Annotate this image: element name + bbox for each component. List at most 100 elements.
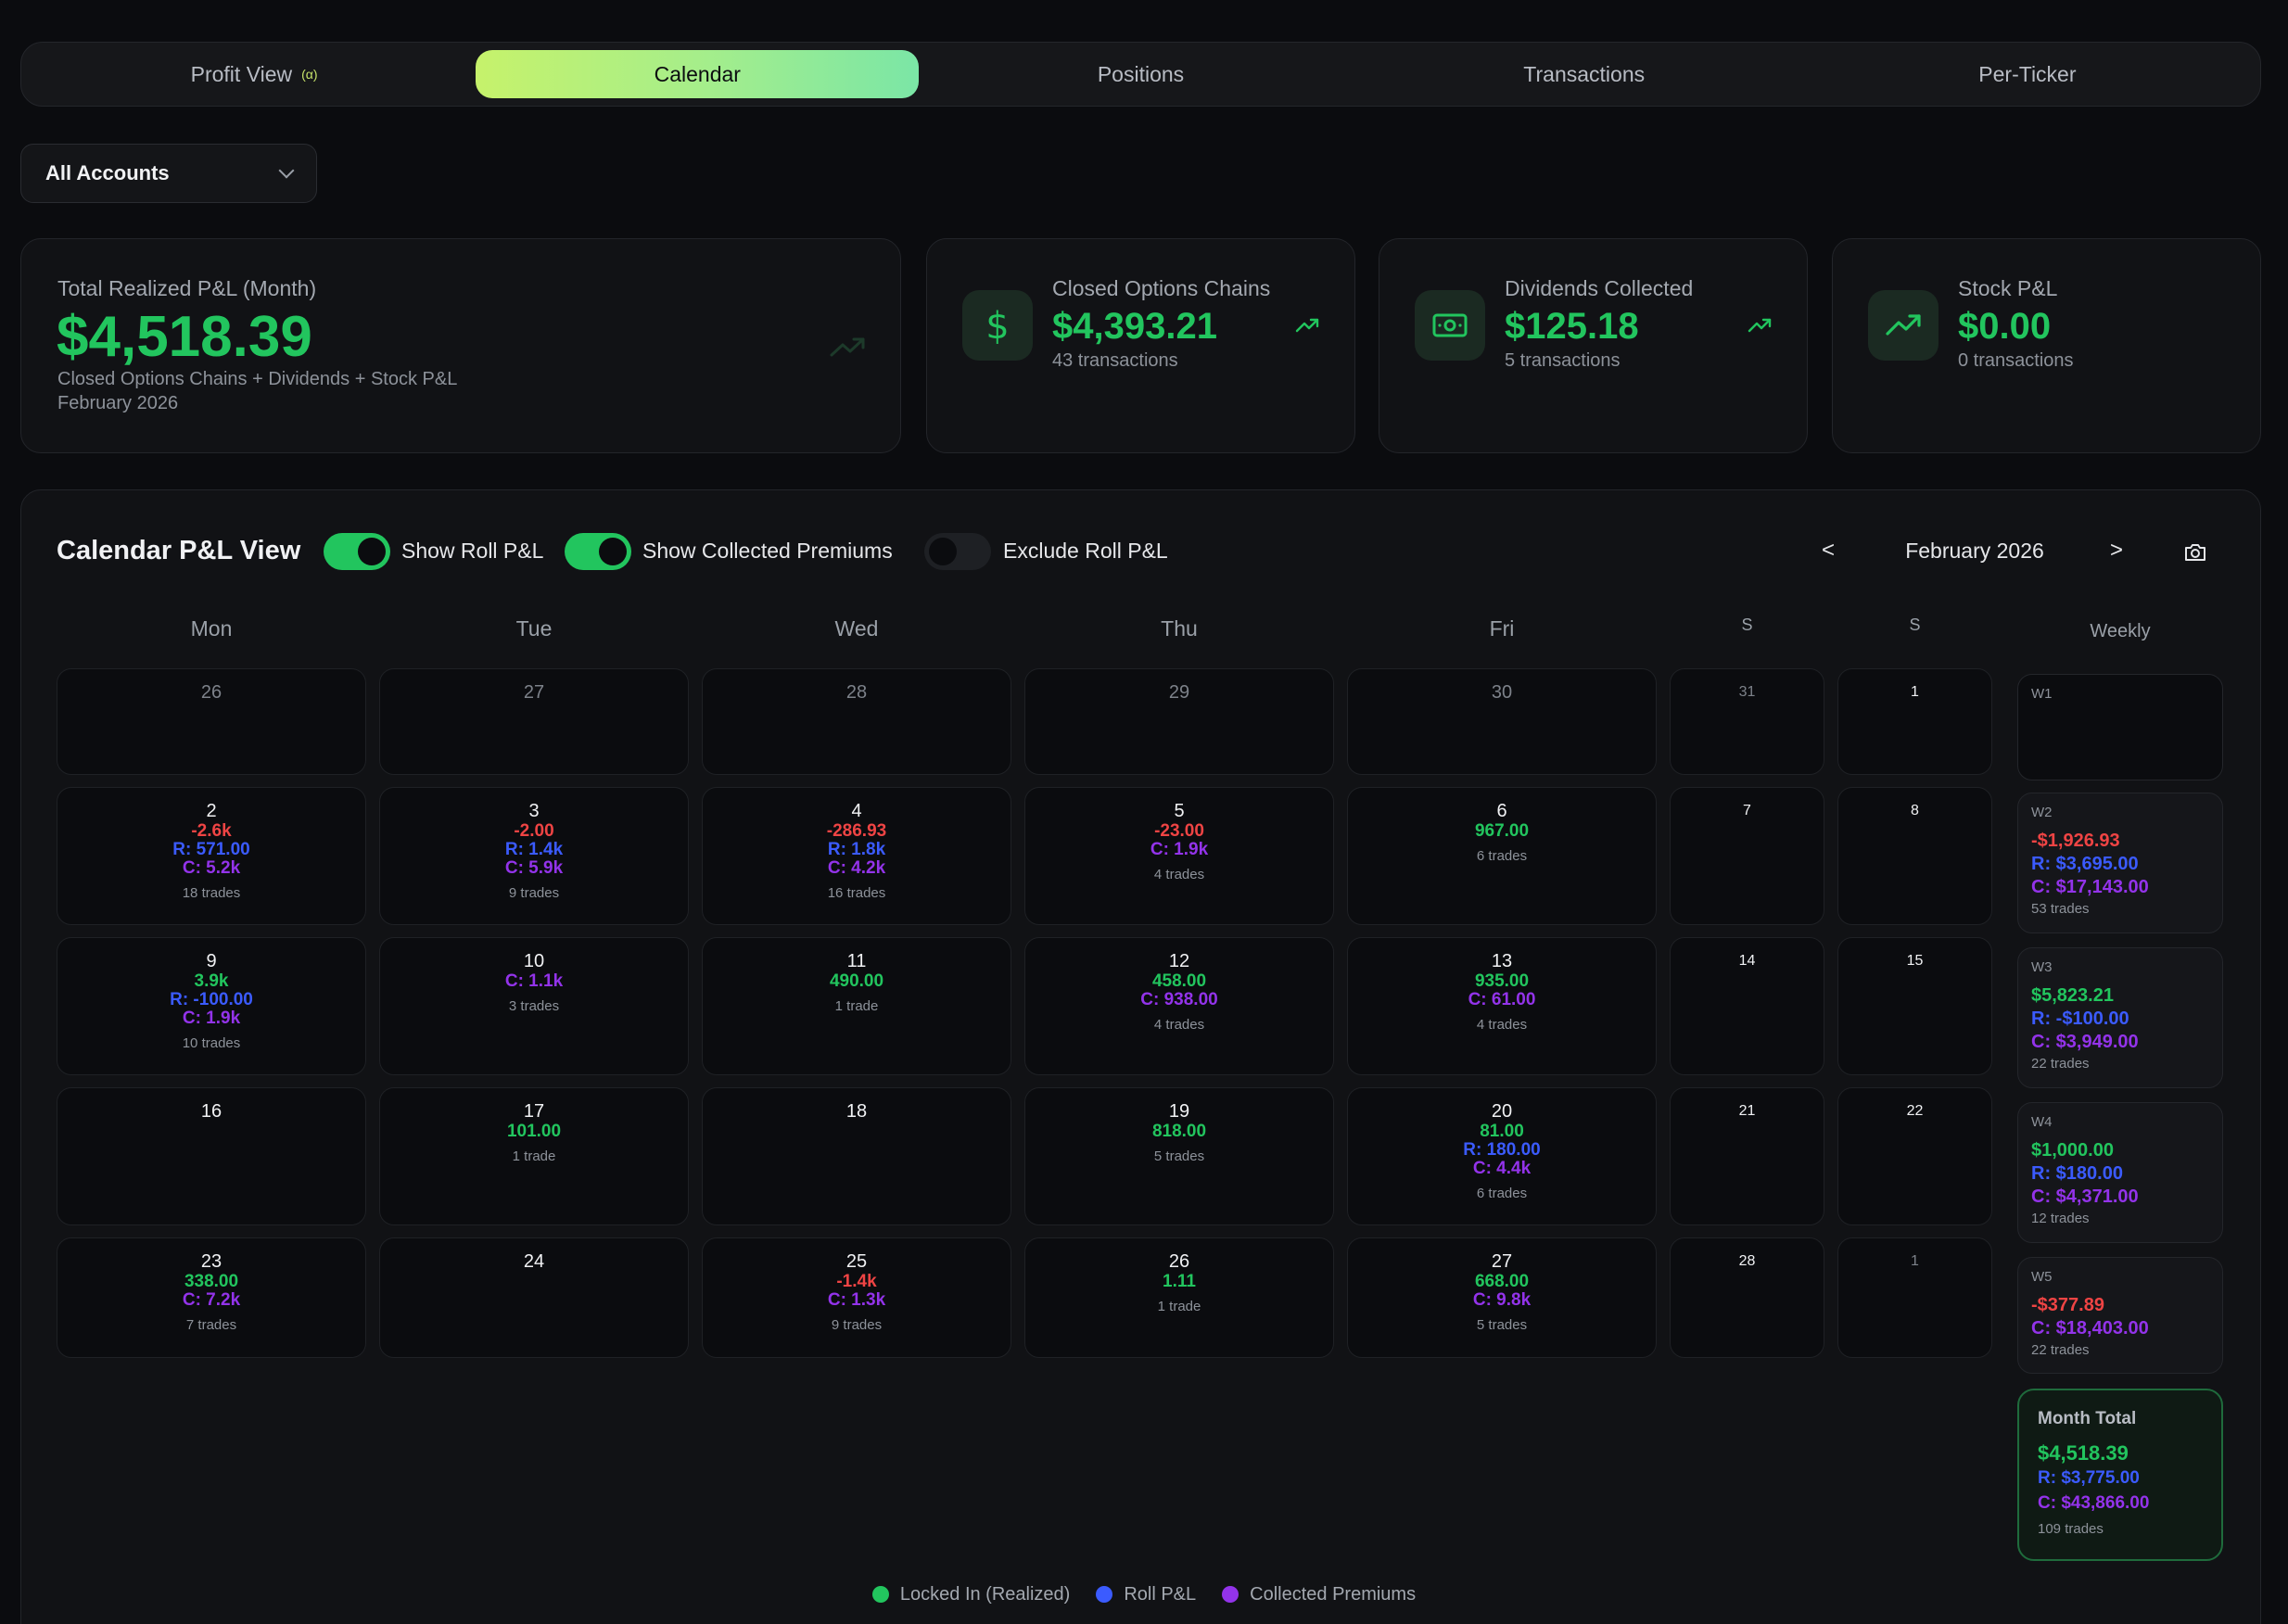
- day-cell[interactable]: 27: [379, 668, 689, 775]
- day-cell[interactable]: 9 3.9k R: -100.00 C: 1.9k 10 trades: [57, 937, 366, 1075]
- day-number: 1: [1911, 684, 1919, 700]
- day-number: 29: [1168, 682, 1190, 703]
- day-cell[interactable]: 5 -23.00 C: 1.9k 4 trades: [1024, 787, 1334, 925]
- day-cell[interactable]: 3 -2.00 R: 1.4k C: 5.9k 9 trades: [379, 787, 689, 925]
- show-roll-label: Show Roll P&L: [401, 539, 544, 563]
- day-value: R: 571.00: [172, 840, 250, 859]
- chevron-down-icon: [278, 162, 295, 179]
- dividends-sub: 5 transactions: [1505, 350, 1621, 371]
- dow-mon: Mon: [190, 616, 233, 641]
- day-cell[interactable]: 26 1.11 1 trade: [1024, 1237, 1334, 1358]
- day-cell[interactable]: 26: [57, 668, 366, 775]
- day-cell[interactable]: 1: [1837, 1237, 1992, 1358]
- day-value: C: 938.00: [1140, 990, 1218, 1009]
- day-value: C: 1.1k: [504, 971, 564, 991]
- day-cell[interactable]: 24: [379, 1237, 689, 1358]
- trending-up-icon: [1748, 318, 1772, 333]
- tab-profit-view[interactable]: Profit View (α): [32, 50, 476, 98]
- svg-text:$: $: [985, 305, 1009, 346]
- day-cell[interactable]: 4 -286.93 R: 1.8k C: 4.2k 16 trades: [702, 787, 1011, 925]
- day-trade-count: 4 trades: [1153, 1017, 1205, 1033]
- day-cell[interactable]: 16: [57, 1087, 366, 1225]
- day-cell[interactable]: 6 967.00 6 trades: [1347, 787, 1657, 925]
- weekly-label: W4: [2031, 1114, 2053, 1130]
- day-number: 26: [200, 682, 222, 703]
- weekly-value: R: -$100.00: [2031, 1009, 2129, 1029]
- day-cell[interactable]: 10 C: 1.1k 3 trades: [379, 937, 689, 1075]
- day-value: C: 7.2k: [182, 1290, 241, 1310]
- day-value: C: 61.00: [1468, 990, 1536, 1009]
- day-cell[interactable]: 21: [1670, 1087, 1824, 1225]
- day-cell[interactable]: 18: [702, 1087, 1011, 1225]
- day-cell[interactable]: 31: [1670, 668, 1824, 775]
- day-value: C: 4.4k: [1472, 1159, 1532, 1178]
- dow-weekly: Weekly: [2090, 621, 2151, 641]
- day-number: 17: [523, 1101, 545, 1122]
- show-premiums-toggle[interactable]: [565, 533, 631, 570]
- legend-realized: Locked In (Realized): [871, 1584, 1070, 1605]
- weekly-label: W2: [2031, 805, 2053, 820]
- day-cell[interactable]: 13 935.00 C: 61.00 4 trades: [1347, 937, 1657, 1075]
- total-realized-card: Total Realized P&L (Month) $4,518.39 Clo…: [20, 238, 901, 453]
- day-cell[interactable]: 14: [1670, 937, 1824, 1075]
- calendar-legend: Locked In (Realized) Roll P&L Collected …: [0, 1584, 2288, 1605]
- day-value: -286.93: [826, 821, 887, 841]
- tab-per-ticker[interactable]: Per-Ticker: [1978, 61, 2077, 86]
- show-roll-toggle[interactable]: [324, 533, 390, 570]
- day-trade-count: 7 trades: [185, 1317, 237, 1333]
- day-cell[interactable]: 20 81.00 R: 180.00 C: 4.4k 6 trades: [1347, 1087, 1657, 1225]
- tab-positions[interactable]: Positions: [1097, 61, 1185, 86]
- day-number: 2: [206, 801, 217, 821]
- weekly-card: W2 -$1,926.93 R: $3,695.00 C: $17,143.00 53 …: [2017, 793, 2223, 933]
- trending-up-icon: [1295, 318, 1319, 333]
- month-total-trades: 109 trades: [2038, 1521, 2104, 1537]
- day-cell[interactable]: 22: [1837, 1087, 1992, 1225]
- day-value: 967.00: [1474, 821, 1530, 841]
- day-cell[interactable]: 12 458.00 C: 938.00 4 trades: [1024, 937, 1334, 1075]
- day-number: 23: [200, 1251, 222, 1272]
- dividends-value: $125.18: [1505, 306, 1639, 347]
- weekly-card: W1: [2017, 674, 2223, 780]
- day-cell[interactable]: 19 818.00 5 trades: [1024, 1087, 1334, 1225]
- next-month-button[interactable]: >: [2110, 538, 2124, 563]
- day-cell[interactable]: 1: [1837, 668, 1992, 775]
- day-cell[interactable]: 17 101.00 1 trade: [379, 1087, 689, 1225]
- day-cell[interactable]: 2 -2.6k R: 571.00 C: 5.2k 18 trades: [57, 787, 366, 925]
- day-value: 101.00: [506, 1122, 562, 1141]
- weekly-card: W4 $1,000.00 R: $180.00 C: $4,371.00 12 trad…: [2017, 1102, 2223, 1243]
- exclude-roll-toggle[interactable]: [924, 533, 991, 570]
- day-trade-count: 1 trade: [1157, 1299, 1201, 1314]
- day-trade-count: 1 trade: [834, 998, 879, 1014]
- dow-tue: Tue: [515, 616, 553, 641]
- day-cell[interactable]: 23 338.00 C: 7.2k 7 trades: [57, 1237, 366, 1358]
- day-cell[interactable]: 7: [1670, 787, 1824, 925]
- day-trade-count: 9 trades: [508, 885, 560, 901]
- day-value: 935.00: [1474, 971, 1530, 991]
- account-select[interactable]: All Accounts: [20, 144, 317, 203]
- day-cell[interactable]: 28: [1670, 1237, 1824, 1358]
- day-number: 21: [1738, 1103, 1756, 1119]
- weekly-value: -$1,926.93: [2031, 831, 2120, 851]
- weekly-card: W3 $5,823.21 R: -$100.00 C: $3,949.00 22 tra…: [2017, 947, 2223, 1088]
- day-cell[interactable]: 15: [1837, 937, 1992, 1075]
- camera-icon[interactable]: [2183, 542, 2207, 563]
- weekly-value: $5,823.21: [2031, 985, 2114, 1006]
- day-cell[interactable]: 27 668.00 C: 9.8k 5 trades: [1347, 1237, 1657, 1358]
- day-value: 81.00: [1480, 1122, 1524, 1141]
- day-cell[interactable]: 28: [702, 668, 1011, 775]
- tab-calendar[interactable]: Calendar: [476, 50, 920, 98]
- day-cell[interactable]: 8: [1837, 787, 1992, 925]
- legend-collected: Collected Premiums: [1222, 1584, 1416, 1605]
- day-cell[interactable]: 25 -1.4k C: 1.3k 9 trades: [702, 1237, 1011, 1358]
- total-realized-label: Total Realized P&L (Month): [57, 276, 317, 300]
- dollar-icon: $: [962, 290, 1033, 361]
- prev-month-button[interactable]: <: [1822, 538, 1836, 563]
- day-value: C: 5.9k: [504, 858, 564, 878]
- day-cell[interactable]: 11 490.00 1 trade: [702, 937, 1011, 1075]
- day-trade-count: 4 trades: [1153, 867, 1205, 882]
- day-number: 7: [1743, 803, 1751, 818]
- tab-transactions[interactable]: Transactions: [1523, 61, 1646, 86]
- day-cell[interactable]: 29: [1024, 668, 1334, 775]
- day-cell[interactable]: 30: [1347, 668, 1657, 775]
- day-value: C: 4.2k: [827, 858, 886, 878]
